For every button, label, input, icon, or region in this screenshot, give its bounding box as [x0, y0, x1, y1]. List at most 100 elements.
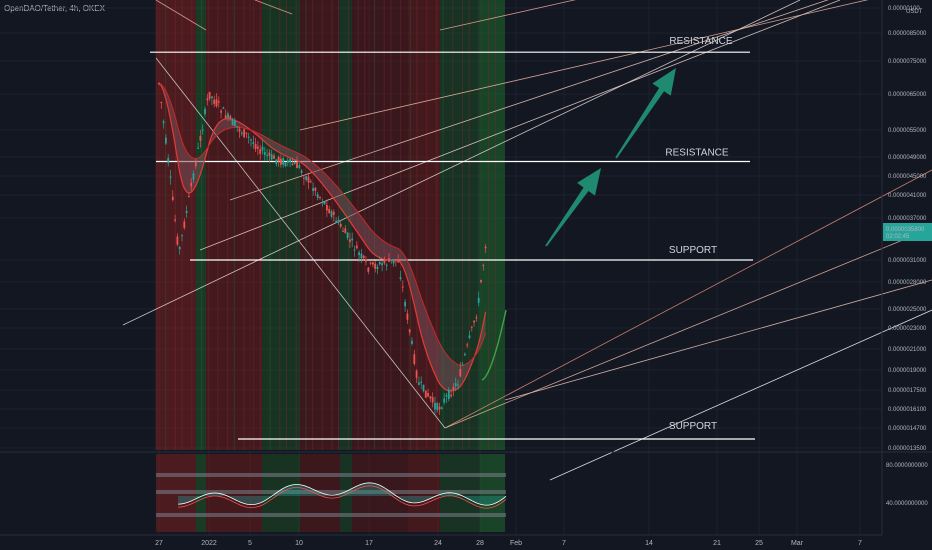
candle-body	[365, 259, 367, 262]
zone-band	[408, 0, 440, 450]
y-tick-label: 0.0000041000	[888, 193, 927, 199]
x-tick-label: 25	[755, 540, 763, 547]
y-tick-label: 0.0000016100	[888, 407, 927, 413]
zone-band	[156, 0, 196, 450]
candle-body	[470, 326, 473, 328]
candle-body	[252, 142, 255, 144]
time-axis[interactable]: 27 2022 5 10 17 24 28 Feb 7 14 21 25 Mar 7	[0, 534, 882, 547]
price-axis[interactable]: 0.00000100 0.0000085000 0.0000075000 0.0000…	[881, 0, 932, 535]
candle-body	[461, 364, 464, 366]
channel-line	[155, 57, 446, 429]
candle-body	[309, 181, 312, 183]
arrow-up-1	[545, 168, 601, 247]
candle-body	[390, 259, 393, 261]
candle-body	[392, 259, 395, 264]
candle-body	[328, 208, 331, 214]
candle-body	[321, 202, 324, 204]
y-tick-label: 0.0000075000	[888, 59, 927, 65]
y-tick-label: 0.0000049000	[888, 155, 927, 161]
candle-body	[346, 232, 349, 238]
channel-line	[199, 0, 841, 251]
candle-body	[484, 246, 487, 249]
x-tick-label: 14	[645, 540, 653, 547]
candle-body	[431, 397, 434, 403]
candle-body	[261, 146, 264, 151]
channel-line	[155, 0, 207, 31]
candle-body	[385, 264, 388, 266]
candle-body	[438, 406, 441, 410]
candle-body	[176, 236, 179, 245]
candle-body	[201, 129, 204, 131]
candle-body	[397, 259, 400, 263]
candle-body	[289, 158, 291, 162]
level-label: SUPPORT	[669, 245, 717, 256]
channel-line	[549, 309, 932, 481]
candle-body	[429, 396, 432, 399]
candle-body	[459, 369, 462, 377]
x-tick-label: 24	[434, 540, 442, 547]
candle-body	[452, 386, 455, 391]
candle-body	[339, 223, 342, 227]
candle-body	[360, 253, 363, 259]
candle-body	[316, 194, 319, 198]
candle-body	[332, 211, 335, 215]
ma-line-fast	[158, 82, 487, 392]
candle-body	[174, 219, 176, 221]
candle-body	[312, 187, 314, 191]
candle-body	[404, 301, 406, 307]
x-tick-label: 21	[713, 540, 721, 547]
candle-body	[468, 335, 471, 338]
channel-line	[439, 0, 577, 31]
support-resistance-lines	[150, 51, 755, 440]
x-tick-label: 7	[858, 540, 862, 547]
candle-body	[236, 126, 239, 128]
candle-body	[158, 82, 160, 84]
candle-body	[482, 264, 485, 266]
candle-body	[473, 320, 475, 323]
ma-line-up	[481, 309, 507, 381]
last-price-box	[883, 223, 932, 241]
x-tick-label: 5	[248, 540, 252, 547]
osc-band	[156, 513, 506, 517]
candle-body	[374, 263, 377, 269]
x-tick-label: 10	[295, 540, 303, 547]
candle-body	[411, 340, 413, 344]
level-labels: RESISTANCE RESISTANCE SUPPORT SUPPORT	[665, 36, 732, 432]
candle-body	[229, 116, 232, 119]
candle-body	[181, 234, 183, 236]
y-tick-label: 0.0000037000	[888, 216, 927, 222]
ma-line-slow	[158, 82, 487, 366]
candle-body	[413, 354, 416, 365]
candle-body	[162, 121, 165, 124]
zone-band	[262, 0, 300, 450]
x-tick-label: Mar	[791, 540, 804, 547]
y-tick-label: 0.0000019000	[888, 368, 927, 374]
candles	[158, 82, 487, 415]
candle-body	[362, 255, 365, 259]
candle-body	[420, 381, 423, 383]
candle-body	[378, 262, 381, 265]
zone-band	[340, 0, 352, 450]
candle-body	[408, 329, 411, 333]
candle-body	[314, 187, 317, 191]
y-tick-label: 0.0000013500	[888, 446, 927, 452]
candle-body	[326, 204, 328, 211]
channel-line	[444, 169, 932, 429]
candle-body	[454, 383, 457, 386]
level-label: SUPPORT	[669, 421, 717, 432]
candle-body	[167, 158, 170, 164]
candle-body	[231, 118, 234, 126]
candle-body	[247, 136, 250, 138]
x-tick-label: 28	[476, 540, 484, 547]
candle-body	[277, 156, 280, 162]
candle-body	[342, 230, 344, 232]
candle-body	[240, 132, 243, 134]
candle-body	[330, 211, 333, 217]
candle-body	[213, 99, 216, 104]
candle-body	[323, 201, 326, 205]
candle-body	[160, 102, 163, 104]
zone-band	[206, 0, 262, 450]
x-tick-label: 2022	[201, 540, 217, 547]
candle-body	[395, 259, 397, 262]
